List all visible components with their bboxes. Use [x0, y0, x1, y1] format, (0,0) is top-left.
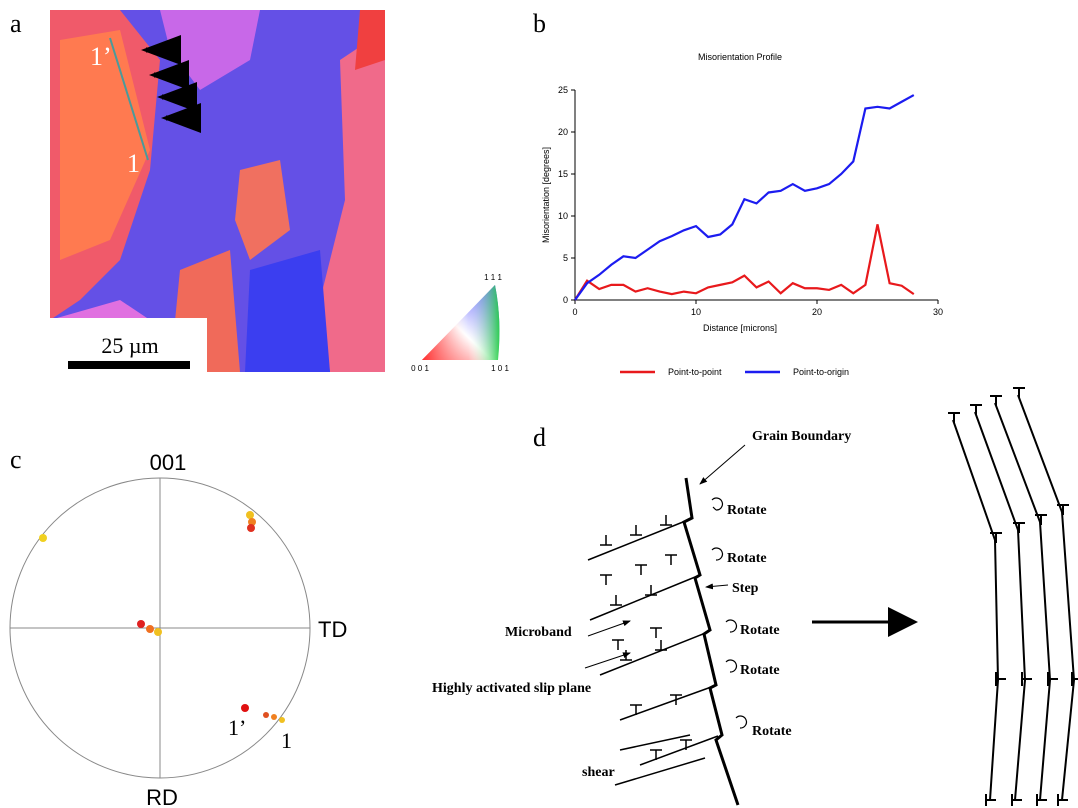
- label: shear: [582, 765, 615, 780]
- pole-label: RD: [146, 785, 178, 808]
- point-label: 1’: [228, 715, 246, 740]
- color-key: [422, 285, 500, 360]
- profile-line: [109, 37, 149, 161]
- x-tick-label: 20: [812, 307, 822, 317]
- grain-boundary: [682, 477, 740, 806]
- panel-letter: a: [10, 9, 22, 38]
- x-tick-label: 10: [691, 307, 701, 317]
- pointer: [705, 583, 729, 590]
- legend-label: Point-to-point: [668, 367, 722, 377]
- rotated-bands: [948, 387, 1078, 806]
- panel-letter: d: [533, 423, 546, 452]
- panel-d: d Grain Boundary Rotate Rotate Rotate Ro…: [432, 387, 1078, 806]
- poles: [39, 511, 285, 723]
- arrows: [141, 35, 201, 133]
- scale-label: 25 µm: [101, 333, 158, 358]
- scale-bar: [68, 361, 190, 369]
- rotate-icons: [711, 497, 748, 729]
- y-axis-label: Misorientation [degrees]: [541, 147, 551, 243]
- grain: [355, 10, 385, 70]
- y-tick-label: 25: [558, 85, 568, 95]
- pole-label: 001: [150, 450, 187, 475]
- panel-b: b Misorientation Profile Distance [micro…: [533, 9, 943, 377]
- pointer: [699, 444, 746, 485]
- pole-label: TD: [318, 617, 347, 642]
- data-line: [574, 224, 915, 301]
- point-label: 1’: [90, 42, 112, 71]
- panel-a: a 1’ 1 25 µm 1 1 1 0 0 1 1 0 1: [10, 9, 509, 373]
- y-tick-label: 20: [558, 127, 568, 137]
- pointer: [587, 620, 631, 637]
- grain: [235, 160, 290, 260]
- x-tick-label: 0: [572, 307, 577, 317]
- point-label: 1: [127, 149, 140, 178]
- key-label: 1 1 1: [484, 273, 502, 282]
- y-tick-label: 10: [558, 211, 568, 221]
- label: Rotate: [727, 503, 767, 518]
- point-label: 1: [281, 728, 292, 753]
- microbands: [587, 515, 719, 786]
- panel-letter: b: [533, 9, 546, 38]
- label: Rotate: [752, 724, 792, 739]
- legend-label: Point-to-origin: [793, 367, 849, 377]
- key-label: 0 0 1: [411, 364, 429, 373]
- grain: [320, 30, 385, 372]
- grain: [245, 250, 330, 372]
- pointer: [584, 652, 631, 669]
- x-axis-label: Distance [microns]: [703, 323, 777, 333]
- y-tick-label: 0: [563, 295, 568, 305]
- label: Rotate: [740, 623, 780, 638]
- label: Highly activated slip plane: [432, 681, 591, 696]
- key-label: 1 0 1: [491, 364, 509, 373]
- x-tick-label: 30: [933, 307, 943, 317]
- label: Rotate: [740, 663, 780, 678]
- label: Microband: [505, 625, 572, 640]
- chart-title: Misorientation Profile: [698, 52, 782, 62]
- panel-letter: c: [10, 445, 22, 474]
- panel-c: c 001 TD RD 1’ 1: [9, 445, 347, 808]
- y-tick-label: 15: [558, 169, 568, 179]
- data-line: [574, 94, 915, 301]
- label: Grain Boundary: [752, 429, 851, 444]
- grain: [60, 30, 150, 260]
- label: Step: [732, 581, 759, 596]
- y-tick-label: 5: [563, 253, 568, 263]
- label: Rotate: [727, 551, 767, 566]
